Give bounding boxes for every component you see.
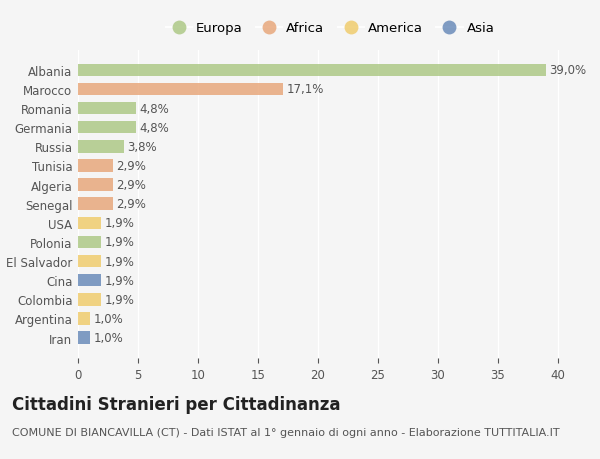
Bar <box>78 179 113 191</box>
Text: 2,9%: 2,9% <box>116 160 146 173</box>
Bar <box>78 313 90 325</box>
Text: COMUNE DI BIANCAVILLA (CT) - Dati ISTAT al 1° gennaio di ogni anno - Elaborazion: COMUNE DI BIANCAVILLA (CT) - Dati ISTAT … <box>12 427 560 437</box>
Text: 1,9%: 1,9% <box>104 293 134 306</box>
Bar <box>78 198 113 211</box>
Bar <box>78 160 113 172</box>
Bar <box>78 236 101 249</box>
Bar <box>78 141 124 153</box>
Text: 1,9%: 1,9% <box>104 255 134 268</box>
Legend: Europa, Africa, America, Asia: Europa, Africa, America, Asia <box>160 17 500 40</box>
Text: 1,9%: 1,9% <box>104 236 134 249</box>
Bar <box>78 217 101 230</box>
Bar <box>78 103 136 115</box>
Text: 3,8%: 3,8% <box>127 140 157 153</box>
Bar <box>78 255 101 268</box>
Text: Cittadini Stranieri per Cittadinanza: Cittadini Stranieri per Cittadinanza <box>12 395 341 413</box>
Bar <box>78 84 283 96</box>
Bar <box>78 64 546 77</box>
Bar <box>78 293 101 306</box>
Text: 17,1%: 17,1% <box>287 83 324 96</box>
Text: 2,9%: 2,9% <box>116 179 146 192</box>
Text: 4,8%: 4,8% <box>139 102 169 115</box>
Bar <box>78 274 101 287</box>
Bar <box>78 122 136 134</box>
Text: 1,9%: 1,9% <box>104 217 134 230</box>
Bar <box>78 332 90 344</box>
Text: 1,0%: 1,0% <box>94 331 124 344</box>
Text: 1,0%: 1,0% <box>94 312 124 325</box>
Text: 4,8%: 4,8% <box>139 122 169 134</box>
Text: 2,9%: 2,9% <box>116 198 146 211</box>
Text: 39,0%: 39,0% <box>550 64 587 77</box>
Text: 1,9%: 1,9% <box>104 274 134 287</box>
